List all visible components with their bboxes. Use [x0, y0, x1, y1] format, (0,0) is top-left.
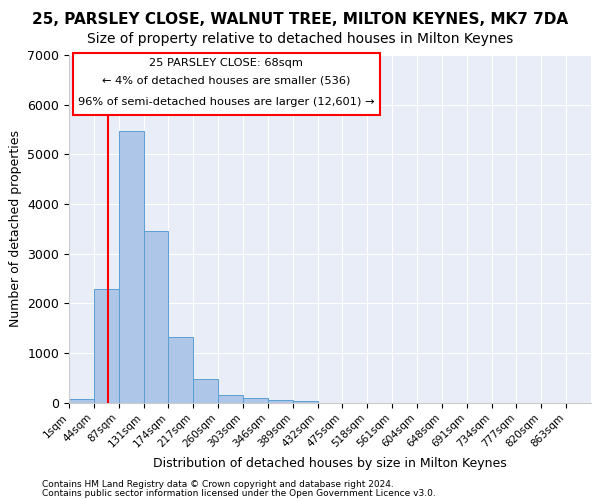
Text: ← 4% of detached houses are smaller (536): ← 4% of detached houses are smaller (536…: [102, 76, 350, 86]
Text: Contains HM Land Registry data © Crown copyright and database right 2024.: Contains HM Land Registry data © Crown c…: [42, 480, 394, 489]
FancyBboxPatch shape: [73, 52, 380, 114]
Bar: [268, 400, 293, 402]
Bar: [69, 398, 94, 402]
Bar: [293, 401, 317, 402]
Y-axis label: Number of detached properties: Number of detached properties: [9, 130, 22, 327]
Text: 96% of semi-detached houses are larger (12,601) →: 96% of semi-detached houses are larger (…: [78, 97, 374, 107]
X-axis label: Distribution of detached houses by size in Milton Keynes: Distribution of detached houses by size …: [153, 458, 507, 470]
Text: Size of property relative to detached houses in Milton Keynes: Size of property relative to detached ho…: [87, 32, 513, 46]
Bar: [94, 290, 119, 403]
Bar: [243, 398, 268, 402]
Bar: [143, 231, 169, 402]
Bar: [218, 395, 243, 402]
Bar: [169, 337, 193, 402]
Bar: [119, 131, 143, 402]
Text: Contains public sector information licensed under the Open Government Licence v3: Contains public sector information licen…: [42, 489, 436, 498]
Text: 25, PARSLEY CLOSE, WALNUT TREE, MILTON KEYNES, MK7 7DA: 25, PARSLEY CLOSE, WALNUT TREE, MILTON K…: [32, 12, 568, 28]
Bar: [193, 379, 218, 402]
Text: 25 PARSLEY CLOSE: 68sqm: 25 PARSLEY CLOSE: 68sqm: [149, 58, 303, 68]
